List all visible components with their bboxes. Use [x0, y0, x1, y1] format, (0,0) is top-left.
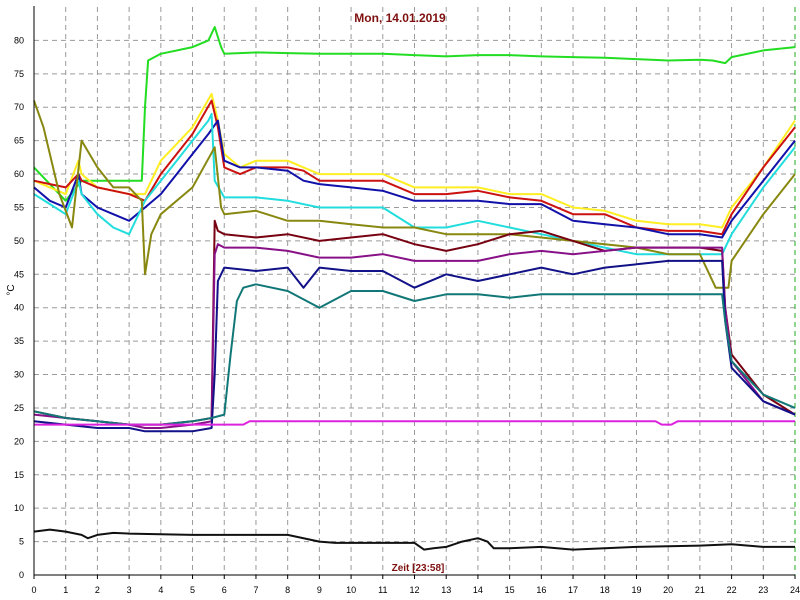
x-tick-label: 3	[127, 585, 132, 595]
x-tick-label: 8	[285, 585, 290, 595]
y-tick-label: 70	[14, 102, 24, 112]
x-tick-label: 9	[317, 585, 322, 595]
chart-title: Mon, 14.01.2019	[354, 11, 446, 25]
x-tick-label: 18	[600, 585, 610, 595]
x-tick-label: 1	[63, 585, 68, 595]
x-tick-label: 2	[95, 585, 100, 595]
series-line-1	[33, 26, 796, 202]
x-tick-label: 19	[631, 585, 641, 595]
x-tick-label: 6	[222, 585, 227, 595]
y-tick-label: 50	[14, 236, 24, 246]
y-tick-label: 80	[14, 35, 24, 45]
series-line-3	[33, 99, 796, 236]
x-tick-label: 0	[31, 585, 36, 595]
series-line-8	[33, 243, 796, 429]
x-tick-label: 10	[346, 585, 356, 595]
x-tick-label: 16	[536, 585, 546, 595]
y-tick-label: 60	[14, 169, 24, 179]
x-tick-label: 21	[695, 585, 705, 595]
x-tick-labels: 0 1 2 3 4 5 6 7 8 9 10 11 12 13 14 15 16 17 18 19 20 21 22 23 24	[31, 575, 800, 595]
y-tick-label: 75	[14, 69, 24, 79]
x-tick-label: 5	[190, 585, 195, 595]
y-tick-label: 25	[14, 403, 24, 413]
y-axis-label: °C	[6, 284, 17, 295]
x-tick-label: 14	[473, 585, 483, 595]
series-line-12	[33, 528, 795, 551]
x-tick-label: 20	[663, 585, 673, 595]
x-axis-label: Zeit [23:58]	[392, 563, 445, 574]
x-tick-label: 12	[409, 585, 419, 595]
y-tick-label: 20	[14, 436, 24, 446]
series-line-9	[33, 259, 796, 433]
series-line-6	[33, 100, 796, 289]
series-line-11	[34, 420, 795, 426]
series-line-5	[33, 112, 796, 256]
x-tick-label: 11	[378, 585, 387, 595]
y-tick-label: 55	[14, 202, 24, 212]
y-tick-label: 45	[14, 269, 24, 279]
series-lines	[33, 26, 796, 551]
y-tick-label: 15	[14, 470, 24, 480]
y-tick-label: 30	[14, 370, 24, 380]
y-tick-label: 65	[14, 136, 24, 146]
x-tick-label: 17	[568, 585, 578, 595]
y-tick-label: 40	[14, 303, 24, 313]
x-tick-label: 7	[253, 585, 258, 595]
series-line-4	[33, 119, 796, 239]
x-tick-label: 15	[505, 585, 515, 595]
x-tick-label: 4	[158, 585, 163, 595]
y-tick-label: 10	[14, 503, 24, 513]
x-tick-label: 24	[790, 585, 800, 595]
y-tick-label: 35	[14, 336, 24, 346]
x-tick-label: 13	[441, 585, 451, 595]
y-tick-labels: 0 5 10 15 20 25 30 35 40 45 50 55 60 65 70 75 80	[14, 35, 24, 580]
y-tick-label: 0	[19, 570, 24, 580]
y-tick-label: 5	[19, 537, 24, 547]
x-tick-label: 22	[727, 585, 737, 595]
x-tick-label: 23	[758, 585, 768, 595]
